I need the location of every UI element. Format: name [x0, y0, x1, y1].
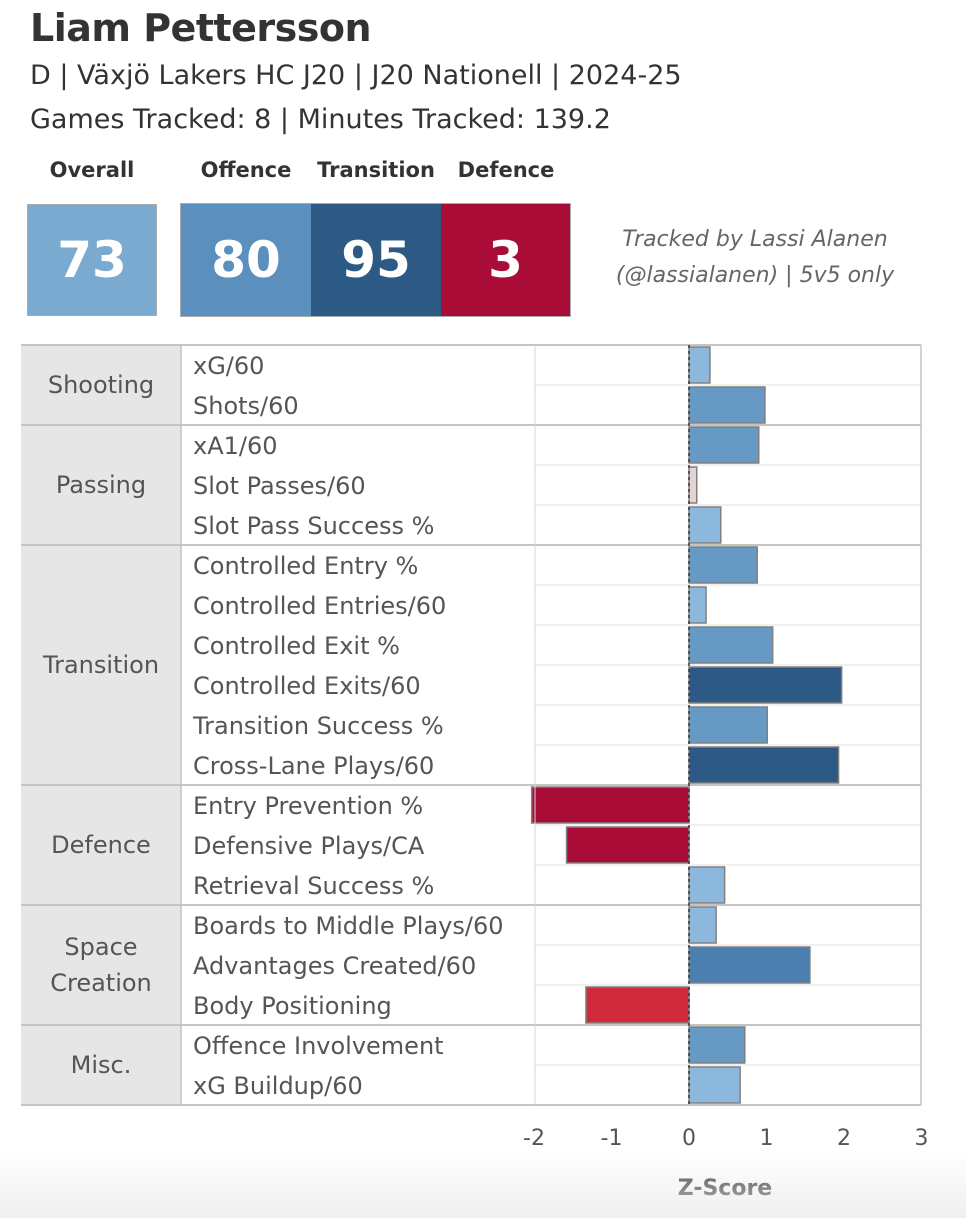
transition-score-card: 95 [311, 204, 441, 316]
group-label: Creation [50, 969, 152, 997]
defence-score-card: 3 [441, 204, 570, 316]
metric-label: Shots/60 [193, 392, 299, 420]
offence-label: Offence [200, 158, 292, 182]
metric-bar [688, 426, 760, 464]
metric-label: Entry Prevention % [193, 792, 423, 820]
metric-bar [688, 866, 726, 904]
metric-label: Controlled Exits/60 [193, 672, 421, 700]
player-subtitle: D | Växjö Lakers HC J20 | J20 Nationell … [30, 60, 682, 91]
metric-bar [688, 666, 843, 704]
x-tick-label: 1 [760, 1126, 774, 1151]
transition-label: Transition [317, 158, 435, 182]
credit-note: Tracked by Lassi Alanen (@lassialanen) |… [590, 222, 920, 294]
metric-label: Advantages Created/60 [193, 952, 476, 980]
group-column-bg [21, 345, 181, 1105]
tracking-summary: Games Tracked: 8 | Minutes Tracked: 139.… [30, 104, 611, 135]
metric-bar [688, 626, 774, 664]
metric-label: Transition Success % [192, 712, 444, 740]
metric-bar [688, 1066, 741, 1104]
metric-bar [688, 586, 707, 624]
player-name: Liam Pettersson [30, 6, 372, 50]
overall-score-card: 73 [27, 204, 157, 316]
metric-label: Body Positioning [193, 992, 392, 1020]
metric-bar [688, 1026, 746, 1064]
metric-label: Controlled Entry % [193, 552, 418, 580]
metric-bar [688, 546, 758, 584]
offence-score-value: 80 [211, 231, 281, 289]
overall-label: Overall [49, 158, 135, 182]
metric-label: Boards to Middle Plays/60 [193, 912, 503, 940]
category-score-cards [180, 203, 571, 317]
metric-bar [688, 906, 717, 944]
x-tick-label: 0 [682, 1126, 696, 1151]
metric-label: Retrieval Success % [193, 872, 434, 900]
defence-label: Defence [457, 158, 555, 182]
group-label: Space [64, 933, 137, 961]
metric-bar [688, 466, 698, 504]
group-label: Misc. [71, 1051, 132, 1079]
transition-score-value: 95 [341, 231, 411, 289]
defence-score-value: 3 [488, 231, 523, 289]
x-tick-label: 2 [837, 1126, 851, 1151]
metric-bar [530, 786, 690, 824]
x-tick-label: -2 [523, 1126, 545, 1151]
metric-label: Slot Passes/60 [193, 472, 366, 500]
metric-label: Controlled Entries/60 [193, 592, 446, 620]
metric-bar [565, 826, 690, 864]
metric-bar [688, 746, 840, 784]
metric-bar [688, 706, 769, 744]
group-label: Passing [56, 471, 146, 499]
metric-bar [688, 346, 711, 384]
metric-bar [688, 946, 811, 984]
metric-label: Slot Pass Success % [193, 512, 434, 540]
metric-label: Defensive Plays/CA [193, 832, 425, 860]
metric-label: Controlled Exit % [193, 632, 400, 660]
credit-line-2: (@lassialanen) | 5v5 only [615, 263, 895, 288]
group-label: Shooting [48, 371, 154, 399]
x-tick-label: 3 [915, 1126, 929, 1151]
metric-bar [688, 506, 722, 544]
group-label: Defence [51, 831, 151, 859]
metric-label: xG/60 [193, 352, 264, 380]
metric-label: Cross-Lane Plays/60 [193, 752, 434, 780]
group-label: Transition [42, 651, 159, 679]
metric-bar [585, 986, 690, 1024]
metric-label: Offence Involvement [193, 1032, 444, 1060]
metric-bar [688, 386, 766, 424]
metric-label: xG Buildup/60 [193, 1072, 363, 1100]
overall-score-value: 73 [57, 231, 127, 289]
metric-label: xA1/60 [193, 432, 278, 460]
x-axis-title: Z-Score [677, 1176, 773, 1201]
x-tick-label: -1 [601, 1126, 623, 1151]
offence-score-card: 80 [181, 204, 311, 316]
credit-line-1: Tracked by Lassi Alanen [622, 227, 888, 252]
